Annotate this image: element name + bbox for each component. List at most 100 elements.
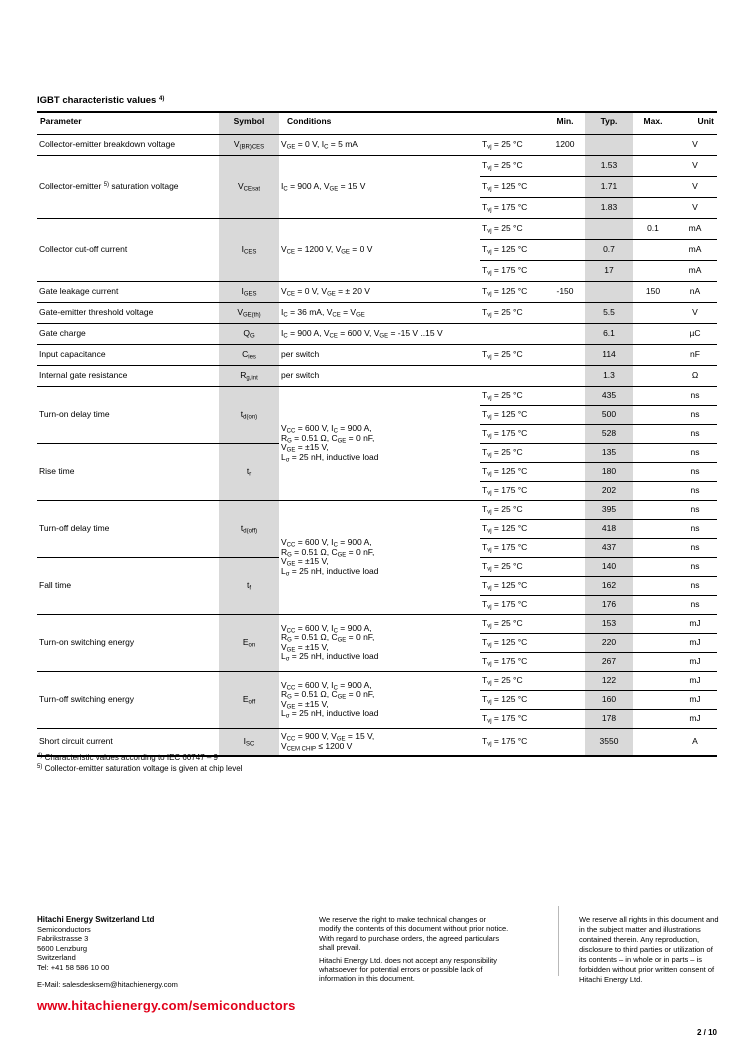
max-cell [633, 727, 673, 756]
typ-cell: 267 [585, 651, 633, 671]
max-cell [633, 594, 673, 614]
temp-cell: Tvj = 125 °C [480, 238, 545, 260]
table-row: Rise time tr Tvj = 25 °C 135 ns [37, 442, 717, 500]
temp-cell: Tvj = 25 °C [480, 217, 545, 239]
max-cell [633, 651, 673, 671]
table-row: Tvj = 175 °C 17 mA [37, 259, 717, 281]
max-cell [633, 385, 673, 405]
company-address-line: Switzerland [37, 953, 76, 963]
temp-cell: Tvj = 25 °C [480, 301, 545, 323]
conditions-cell: IC = 900 A, VGE = 15 V [279, 154, 480, 218]
conditions-cell: per switch [279, 343, 480, 365]
temp-cell [480, 364, 545, 386]
min-cell [545, 423, 585, 443]
temp-cell: Tvj = 25 °C [480, 385, 545, 405]
typ-cell: 162 [585, 575, 633, 595]
unit-cell: mJ [673, 689, 717, 709]
temp-cell: Tvj = 175 °C [480, 594, 545, 614]
symbol-cell: VCEsat [219, 154, 279, 218]
table-row: Input capacitance Cies per switch Tvj = … [37, 343, 717, 365]
company-address-line: Semiconductors [37, 924, 91, 934]
email-link[interactable]: E-Mail: salesdesksem@hitachienergy.com [37, 980, 178, 989]
unit-cell: Ω [673, 364, 717, 386]
company-address-block: Hitachi Energy Switzerland Ltd Semicondu… [37, 915, 154, 973]
table-row: Tvj = 125 °C 162 ns [37, 575, 717, 595]
website-link[interactable]: www.hitachienergy.com/semiconductors [37, 998, 296, 1013]
min-cell [545, 301, 585, 323]
copyright-notice-right: We reserve all rights in this document a… [579, 915, 719, 984]
unit-cell: nA [673, 280, 717, 302]
table-row: Tvj = 175 °C 1.83 V [37, 196, 717, 218]
igbt-characteristics-table: Parameter Symbol Conditions Min. Typ. Ma… [37, 111, 717, 757]
typ-cell: 1.3 [585, 364, 633, 386]
max-cell [633, 670, 673, 690]
min-cell: 1200 [545, 133, 585, 155]
symbol-cell: tf [219, 556, 279, 614]
col-header-parameter: Parameter [37, 112, 219, 135]
temp-cell: Tvj = 175 °C [480, 708, 545, 728]
param-cell: Input capacitance [37, 343, 219, 365]
unit-cell: ns [673, 594, 717, 614]
min-cell [545, 442, 585, 462]
legal-disclaimer-left: We reserve the right to make technical c… [319, 915, 509, 984]
temp-cell: Tvj = 125 °C [480, 461, 545, 481]
min-cell [545, 322, 585, 344]
param-cell: Collector cut-off current [37, 217, 219, 281]
min-cell [545, 364, 585, 386]
typ-cell: 178 [585, 708, 633, 728]
table-row: Short circuit current ISC VCC = 900 V, V… [37, 727, 717, 756]
typ-cell: 418 [585, 518, 633, 538]
page-title: IGBT characteristic values 4) [37, 95, 165, 106]
min-cell [545, 537, 585, 557]
max-cell: 0.1 [633, 217, 673, 239]
col-header-min: Min. [545, 112, 585, 135]
max-cell [633, 238, 673, 260]
table-row: Gate-emitter threshold voltage VGE(th) I… [37, 301, 717, 323]
temp-cell: Tvj = 175 °C [480, 423, 545, 443]
symbol-cell: IGES [219, 280, 279, 302]
param-cell: Turn-off delay time [37, 499, 219, 557]
max-cell [633, 301, 673, 323]
param-cell: Turn-off switching energy [37, 670, 219, 728]
param-cell: Gate charge [37, 322, 219, 344]
param-cell: Turn-on delay time [37, 385, 219, 443]
typ-cell: 153 [585, 613, 633, 633]
table-row: Fall time tf Tvj = 25 °C 140 ns [37, 556, 717, 614]
table-row: Tvj = 125 °C 160 mJ [37, 689, 717, 709]
typ-cell: 5.5 [585, 301, 633, 323]
symbol-cell: tr [219, 442, 279, 500]
temp-cell: Tvj = 125 °C [480, 689, 545, 709]
company-address-line: 5600 Lenzburg [37, 943, 88, 953]
min-cell [545, 727, 585, 756]
unit-cell: mA [673, 217, 717, 239]
max-cell [633, 613, 673, 633]
max-cell [633, 499, 673, 519]
max-cell [633, 322, 673, 344]
min-cell [545, 594, 585, 614]
table-row: Collector-emitter 5) saturation voltage … [37, 154, 717, 218]
company-name: Hitachi Energy Switzerland Ltd [37, 915, 155, 924]
temp-cell: Tvj = 175 °C [480, 537, 545, 557]
max-cell [633, 632, 673, 652]
footnotes: 4) Characteristic values according to IE… [37, 752, 242, 774]
typ-cell [585, 133, 633, 155]
unit-cell: ns [673, 423, 717, 443]
table-row: Tvj = 125 °C 180 ns [37, 461, 717, 481]
min-cell [545, 670, 585, 690]
symbol-cell: VGE(th) [219, 301, 279, 323]
param-cell: Rise time [37, 442, 219, 500]
unit-cell: ns [673, 499, 717, 519]
min-cell [545, 480, 585, 500]
unit-cell: mJ [673, 613, 717, 633]
unit-cell: ns [673, 537, 717, 557]
min-cell [545, 461, 585, 481]
col-header-conditions: Conditions [279, 112, 480, 135]
temp-cell: Tvj = 175 °C [480, 651, 545, 671]
max-cell [633, 364, 673, 386]
table-row: Tvj = 175 °C 202 ns [37, 480, 717, 500]
conditions-cell: VGE = 0 V, IC = 5 mA [279, 133, 480, 155]
symbol-cell: Rg,int [219, 364, 279, 386]
typ-cell: 435 [585, 385, 633, 405]
typ-cell: 1.83 [585, 196, 633, 218]
conditions-cell: VCC = 900 V, VGE = 15 V, VCEM CHIP ≤ 1200… [279, 727, 480, 756]
